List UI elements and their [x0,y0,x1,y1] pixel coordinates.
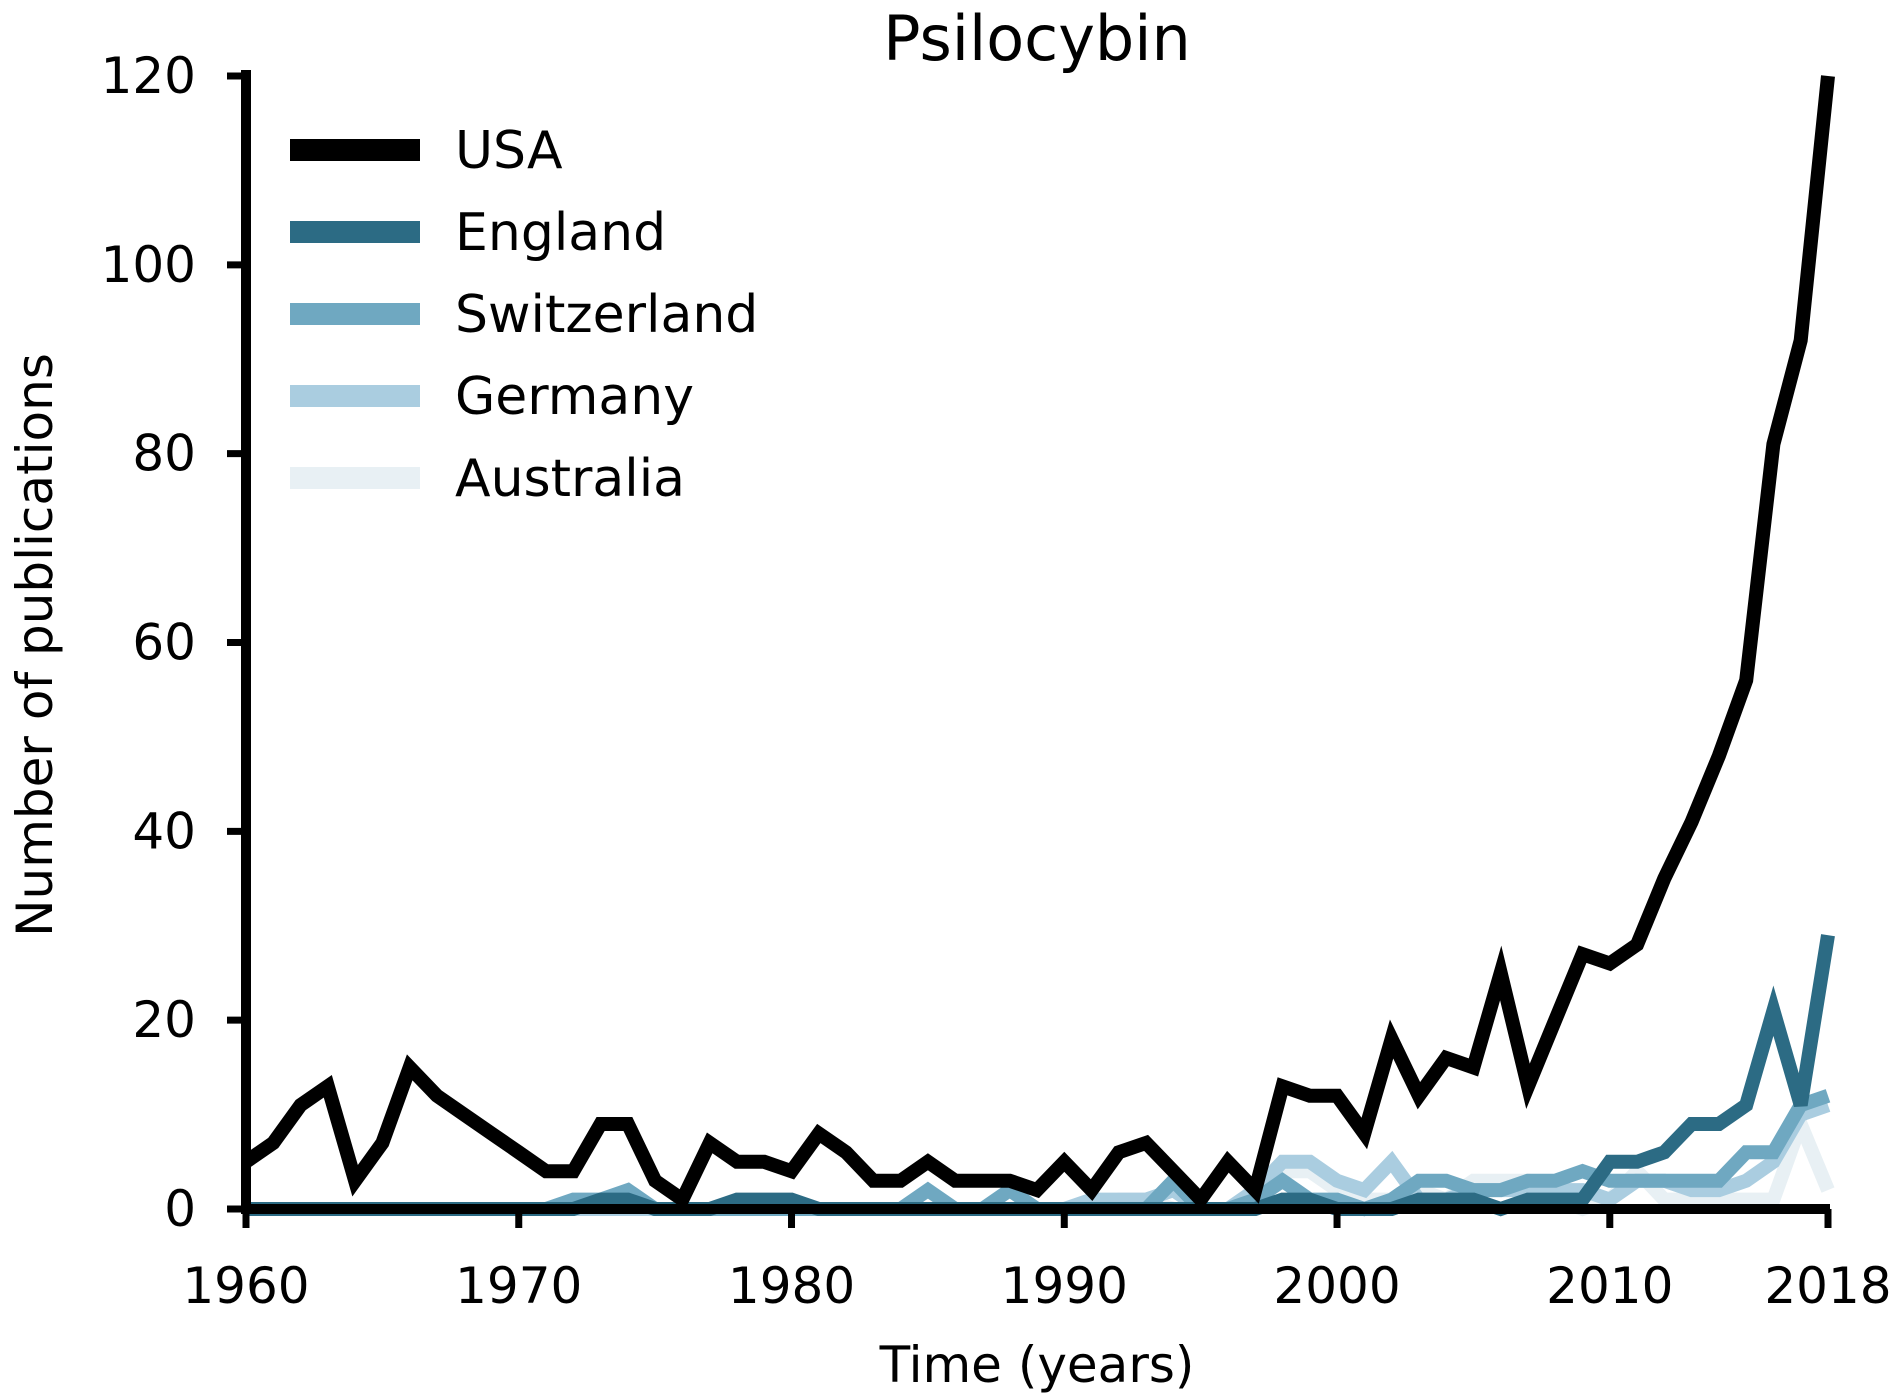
y-tick-label: 80 [132,425,196,483]
legend-label-usa: USA [455,121,563,181]
x-ticks: 1960 1970 1980 1990 2000 2010 2018 [182,1209,1892,1315]
legend-label-switzerland: Switzerland [455,285,758,345]
x-axis-title: Time (years) [879,1336,1195,1394]
legend-label-england: England [455,203,666,263]
y-tick-label: 20 [132,991,196,1049]
x-tick-label: 2010 [1546,1257,1673,1315]
y-tick-label: 0 [164,1180,196,1238]
series-line-usa [242,75,1835,1211]
x-tick-label: 2000 [1273,1257,1400,1315]
legend-label-australia: Australia [455,449,685,509]
x-tick-label: 2018 [1764,1257,1891,1315]
chart-title: Psilocybin [883,2,1191,75]
y-tick-label: 100 [101,236,196,294]
y-tick-label: 40 [132,802,196,860]
y-axis-title: Number of publications [6,353,64,937]
x-tick-label: 1960 [182,1257,309,1315]
y-ticks: 0 20 40 60 80 100 120 [101,47,246,1238]
x-tick-label: 1970 [455,1257,582,1315]
x-tick-label: 1990 [1001,1257,1128,1315]
legend: USA England Switzerland Germany Australia [290,121,758,509]
y-tick-label: 60 [132,614,196,672]
x-tick-label: 1980 [728,1257,855,1315]
y-tick-label: 120 [101,47,196,105]
legend-label-germany: Germany [455,367,694,427]
